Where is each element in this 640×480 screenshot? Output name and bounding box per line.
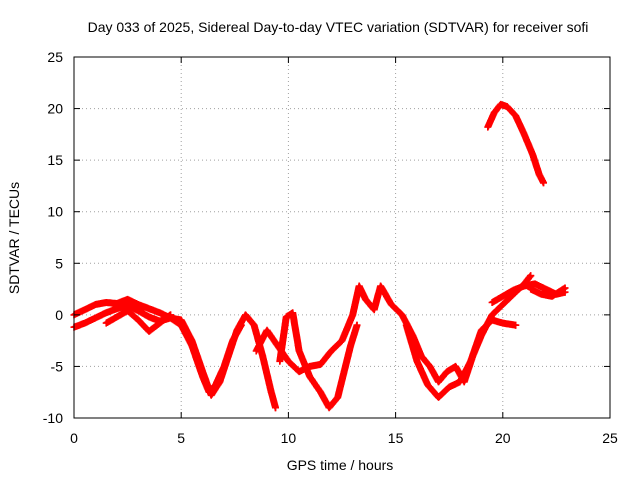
data-point [272, 404, 279, 412]
data-point [527, 272, 535, 280]
series-sat-track-e [276, 309, 361, 412]
series-sat-track-b [70, 295, 245, 396]
y-tick-label: 20 [47, 101, 63, 117]
series-sat-track-f [402, 316, 520, 401]
series-sat-track-h [527, 284, 569, 300]
x-tick-label: 0 [70, 430, 78, 446]
y-tick-label: -5 [51, 358, 64, 374]
series-sat-track-i [484, 100, 547, 187]
x-tick-label: 25 [602, 430, 618, 446]
x-tick-label: 10 [281, 430, 297, 446]
tick-labels: 0 5 10 15 20 25 -10 -5 0 5 10 15 20 25 [43, 49, 618, 446]
data-point [540, 179, 547, 187]
data-point [167, 311, 174, 319]
series-sat-track-g [488, 280, 569, 306]
x-tick-label: 5 [177, 430, 185, 446]
data-point [353, 321, 361, 329]
x-tick-label: 15 [388, 430, 404, 446]
y-tick-label: -10 [43, 410, 63, 426]
x-axis-title: GPS time / hours [287, 457, 394, 473]
y-axis-title: SDTVAR / TECUs [6, 182, 22, 294]
y-tick-label: 25 [47, 49, 63, 65]
series-sat-track-c [102, 307, 174, 335]
data-point [512, 321, 520, 329]
y-tick-label: 10 [47, 204, 63, 220]
x-tick-label: 20 [495, 430, 511, 446]
plot-frame [73, 56, 611, 419]
axis-ticks [73, 56, 611, 419]
y-tick-label: 5 [55, 255, 63, 271]
data-point [561, 284, 569, 292]
chart-title: Day 033 of 2025, Sidereal Day-to-day VTE… [88, 19, 589, 35]
data-points [70, 100, 569, 412]
grid-lines [74, 57, 610, 418]
data-point [237, 321, 245, 329]
y-tick-label: 15 [47, 152, 63, 168]
y-tick-label: 0 [55, 307, 63, 323]
